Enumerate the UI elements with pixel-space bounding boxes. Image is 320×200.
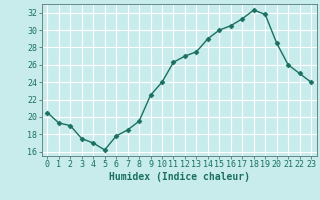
X-axis label: Humidex (Indice chaleur): Humidex (Indice chaleur) xyxy=(109,172,250,182)
